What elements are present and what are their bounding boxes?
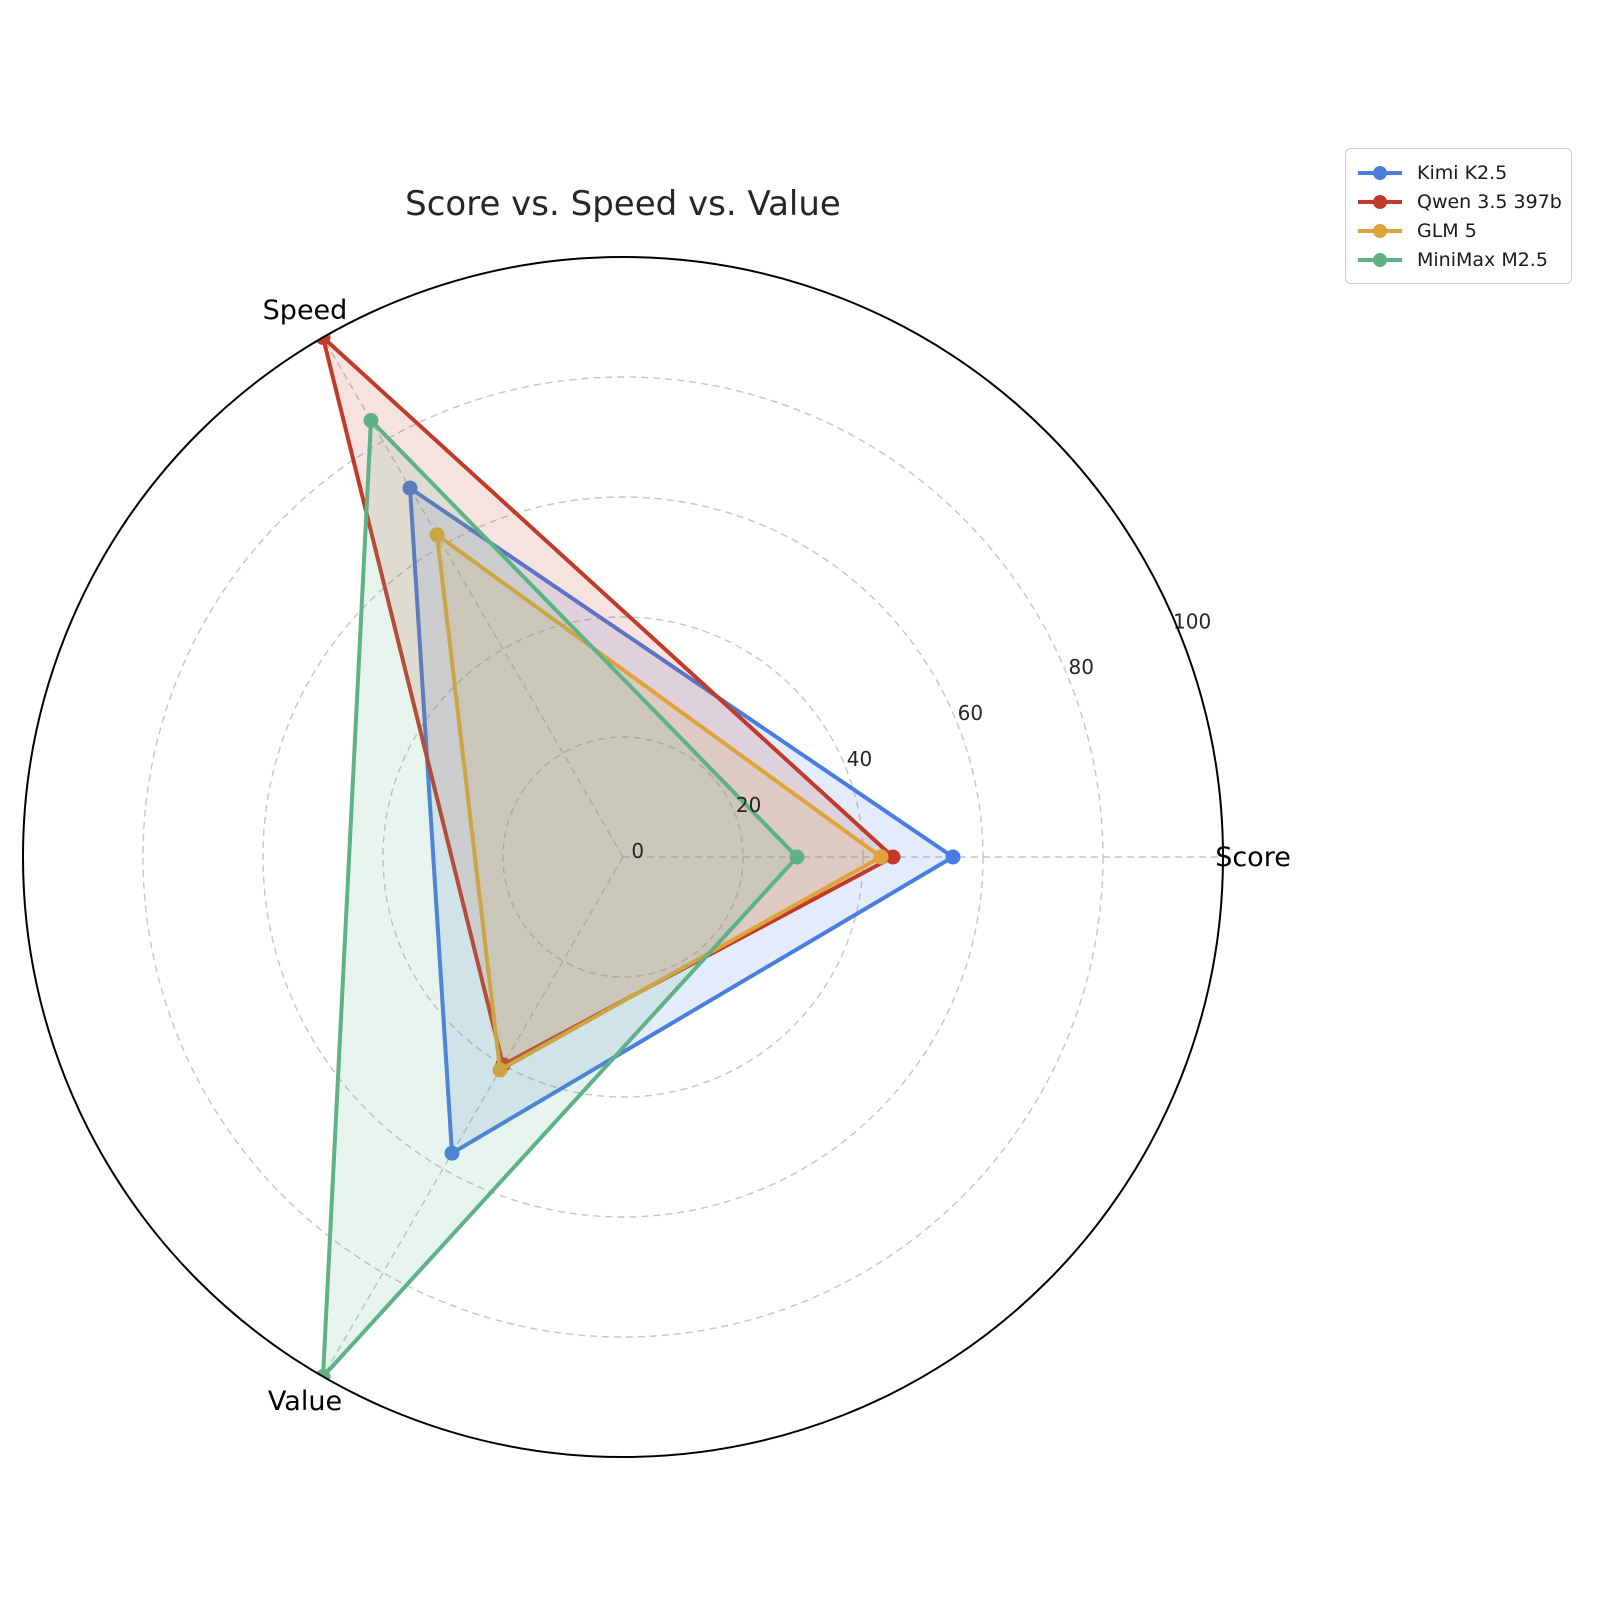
legend-label-kimi-k2-5: Kimi K2.5 [1417, 161, 1508, 184]
legend-marker-minimax-m2-5 [1358, 252, 1402, 267]
data-point-minimax-m2-5-speed [363, 413, 379, 428]
chart-title: Score vs. Speed vs. Value [405, 184, 841, 224]
radial-tick-label-0: 0 [631, 839, 644, 863]
legend-item-kimi-k2-5: Kimi K2.5 [1357, 158, 1560, 187]
radial-tick-labels: 0 20 40 60 80 100 [631, 609, 1211, 863]
legend: Kimi K2.5 Qwen 3.5 397b GLM 5 MiniMax M2.5 [1345, 148, 1572, 284]
legend-label-glm-5: GLM 5 [1417, 219, 1477, 242]
legend-marker-kimi-k2-5 [1358, 165, 1402, 180]
data-point-qwen-3-5-397b-score [885, 849, 901, 865]
radial-tick-label-40: 40 [847, 747, 872, 771]
radial-tick-label-80: 80 [1068, 655, 1093, 679]
series-fill-glm-5 [437, 534, 881, 1070]
legend-marker-glm-5 [1358, 223, 1402, 238]
series-line-minimax-m2-5 [321, 418, 799, 1379]
legend-item-qwen-3-5-397b: Qwen 3.5 397b [1357, 187, 1562, 216]
legend-marker-dot [1373, 223, 1387, 238]
data-point-glm-5-value [492, 1062, 508, 1078]
axis-label-score: Score [1215, 842, 1291, 873]
data-point-glm-5-speed [429, 527, 445, 543]
outer-ring [22, 256, 1224, 1458]
series-line-glm-5 [435, 532, 883, 1072]
axis-label-value: Value [268, 1386, 342, 1417]
legend-marker-dot [1373, 165, 1387, 180]
axis-label-speed: Speed [263, 295, 348, 326]
legend-marker-qwen-3-5-397b [1358, 194, 1402, 209]
radial-tick-label-100: 100 [1173, 609, 1211, 633]
axis-spoke-value [322, 856, 624, 1377]
data-point-minimax-m2-5-score [789, 849, 805, 865]
legend-label-qwen-3-5-397b: Qwen 3.5 397b [1417, 190, 1562, 213]
data-point-glm-5-score [873, 849, 889, 865]
series-line-kimi-k2-5 [408, 486, 955, 1156]
series-layer [315, 329, 961, 1385]
radial-grid [142, 337, 1223, 1377]
legend-item-glm-5: GLM 5 [1357, 216, 1560, 245]
legend-label-minimax-m2-5: MiniMax M2.5 [1417, 248, 1548, 271]
legend-marker-dot [1373, 252, 1387, 267]
series-fill-kimi-k2-5 [410, 488, 953, 1154]
data-point-kimi-k2-5-value [444, 1145, 460, 1161]
legend-item-minimax-m2-5: MiniMax M2.5 [1357, 245, 1560, 274]
legend-marker-dot [1373, 194, 1387, 209]
series-fill-minimax-m2-5 [323, 420, 797, 1377]
data-point-kimi-k2-5-speed [402, 480, 418, 496]
data-point-kimi-k2-5-score [945, 849, 961, 865]
axis-spoke-speed [322, 337, 624, 858]
radial-tick-label-20: 20 [736, 793, 761, 817]
radial-tick-label-60: 60 [958, 701, 983, 725]
